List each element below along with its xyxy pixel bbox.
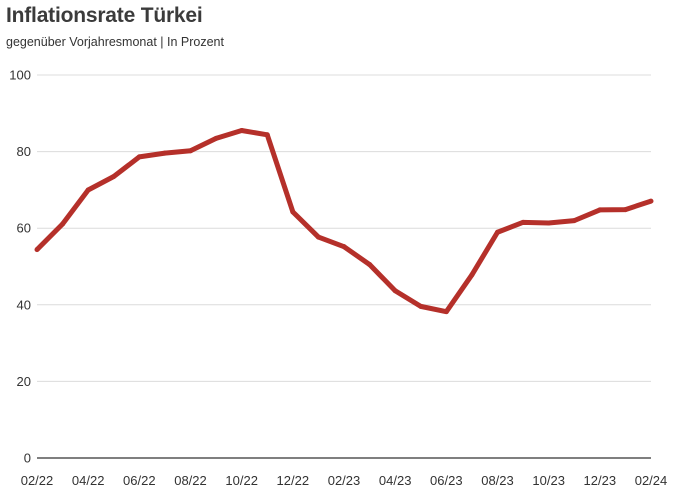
y-tick-label: 20 [17,374,31,389]
data-point-12-22 [290,209,296,215]
data-point-09-23 [520,219,526,225]
data-point-04-22 [85,187,91,193]
y-tick-label: 80 [17,144,31,159]
chart-title: Inflationsrate Türkei [6,4,203,27]
data-point-05-22 [111,173,117,179]
x-tick-label: 02/24 [635,473,668,488]
data-point-02-23 [341,244,347,250]
data-point-06-23 [443,309,449,315]
x-tick-label: 04/23 [379,473,412,488]
data-point-07-23 [469,272,475,278]
x-tick-label: 12/22 [277,473,310,488]
x-tick-label: 06/23 [430,473,463,488]
x-tick-label: 10/23 [532,473,565,488]
y-tick-label: 60 [17,221,31,236]
data-point-08-22 [188,148,193,154]
data-point-01-24 [622,207,628,213]
inflation-rate-line [35,128,652,315]
data-point-04-23 [392,288,398,294]
x-tick-label: 08/23 [481,473,514,488]
gridlines [37,74,651,382]
y-axis-tick-labels: 0 20 40 60 80 100 [9,68,31,466]
x-tick-label: 08/22 [174,473,207,488]
data-points [34,127,654,315]
y-tick-label: 0 [24,451,31,466]
x-tick-label: 06/22 [123,473,156,488]
x-tick-label: 12/23 [584,473,617,488]
data-point-10-23 [546,220,552,226]
data-point-09-22 [213,135,219,141]
data-point-11-23 [571,218,577,224]
data-point-11-22 [264,132,270,138]
chart-subtitle: gegenüber Vorjahresmonat | In Prozent [6,35,224,49]
x-tick-label: 04/22 [72,473,105,488]
data-point-05-23 [418,303,424,309]
data-point-10-22 [239,127,245,133]
data-point-06-22 [136,154,142,160]
data-point-03-23 [367,262,373,268]
x-axis-tick-labels: 02/22 04/22 06/22 08/22 10/22 12/22 02/23 04/23… [21,473,668,488]
data-point-03-22 [60,221,66,227]
data-point-08-23 [495,229,500,235]
y-tick-label: 100 [9,68,31,83]
data-point-02-24 [648,198,654,204]
x-tick-label: 02/22 [21,473,54,488]
x-tick-label: 10/22 [225,473,258,488]
data-point-12-23 [597,207,603,213]
data-point-07-22 [162,150,168,156]
data-point-01-23 [315,234,321,240]
data-point-02-22 [34,247,40,253]
y-tick-label: 40 [17,297,31,312]
x-tick-label: 02/23 [328,473,361,488]
